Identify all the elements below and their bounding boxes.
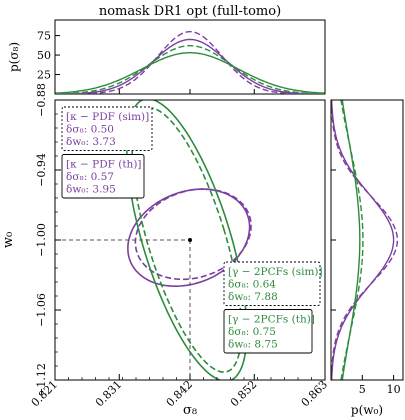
right-xtick-label: 5 [359,383,366,396]
legend-kappa-sim-frame [61,106,153,151]
legend-kappa-sim-line-2: δw₀: 3.73 [66,136,116,148]
legend-gamma-sim-line-0: [γ − 2PCFs (sim)] [228,266,323,278]
main-xlabel: σ₈ [183,403,197,418]
sigma8-marginal-panel: 25 50 75 p(σ₈) [7,19,326,95]
marginal-sigma8-kappa-th [55,38,325,94]
legend-kappa-th-line-1: δσ₈: 0.57 [66,171,114,183]
legend-kappa-th-line-2: δw₀: 3.95 [66,184,116,196]
legend-gamma-th-line-0: [γ − 2PCFs (th)] [228,314,315,326]
xtick-label-0.863: 0.863 [299,378,330,409]
top-ytick-label: 25 [37,69,51,82]
marginal-w0-kappa-sim [331,100,399,380]
right-xtick-label: 10 [387,383,401,396]
top-ylabel: p(σ₈) [7,42,21,72]
ytick-label: −1.06 [35,293,48,327]
legend-gamma-th-line-1: δσ₈: 0.75 [228,326,276,338]
w0-marginal-panel: 5 10 p(w₀) [330,99,404,417]
marginal-w0-kappa-th [331,100,395,380]
marginal-sigma8-kappa-sim [55,31,325,94]
legend-gamma-th-frame [223,309,313,354]
ytick-label: −1.00 [35,223,48,257]
main-ylabel: w₀ [1,232,16,248]
xtick-label-0.831: 0.831 [93,378,124,409]
top-ytick-label: 50 [37,49,51,62]
right-panel-frame [330,99,404,381]
legend-gamma-sim-line-2: δw₀: 7.88 [228,291,278,303]
ytick-label: −0.88 [35,83,48,117]
legend-gamma-sim-line-1: δσ₈: 0.64 [228,279,276,291]
legend-kappa-th-frame [61,154,145,199]
contour-gamma-th [125,100,248,380]
xtick-label-0.852: 0.852 [228,378,259,409]
legend-kappa-th-line-0: [κ − PDF (th)] [66,159,142,171]
ytick-label: −1.12 [35,363,48,397]
legend-kappa-sim-line-1: δσ₈: 0.50 [66,124,114,136]
marginal-sigma8-gamma-th [55,52,325,94]
legend-gamma-th-line-2: δw₀: 8.75 [228,339,278,351]
marginal-sigma8-gamma-sim [55,45,325,94]
marginal-w0-gamma-th [341,100,361,380]
legend-kappa-sim-line-0: [κ − PDF (sim)] [66,111,149,123]
legend-gamma-sim-frame [223,261,321,306]
right-xlabel: p(w₀) [351,403,383,417]
fiducial-point [188,238,192,242]
chart-title: nomask DR1 opt (full-tomo) [99,4,281,19]
main-contour-panel: 0.821 0.831 0.842 0.852 0.863−0.88−0.94−1.00… [1,83,330,418]
top-ytick-label: 75 [37,30,51,43]
ytick-label: −0.94 [35,153,48,187]
